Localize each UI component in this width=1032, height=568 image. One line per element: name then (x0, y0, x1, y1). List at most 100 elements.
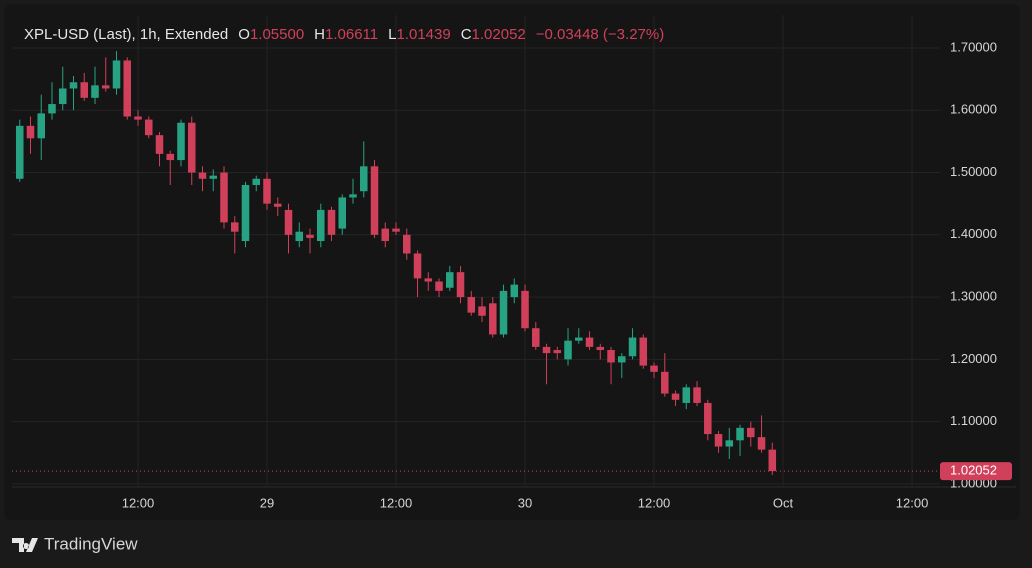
candle-body (650, 365, 658, 372)
candle-body (768, 449, 777, 472)
candle-body (134, 116, 142, 120)
candle-body (15, 125, 24, 179)
candle-body (435, 281, 443, 291)
candle (123, 57, 132, 120)
candle (155, 132, 164, 167)
candle (134, 110, 142, 126)
candle (403, 228, 411, 260)
candle (187, 116, 196, 185)
x-tick-label: 12:00 (122, 495, 155, 510)
x-tick-label: 29 (260, 495, 274, 510)
candle-body (682, 387, 691, 403)
candle-body (628, 337, 637, 357)
y-tick-label: 1.40000 (950, 226, 997, 241)
candle-body (499, 290, 508, 335)
change-value: −0.03448 (−3.27%) (536, 26, 664, 43)
candle (693, 381, 701, 407)
y-tick-label: 1.70000 (950, 39, 997, 54)
candle-body (757, 437, 766, 450)
candle (478, 297, 486, 322)
candle (381, 222, 390, 248)
candle (510, 278, 519, 304)
candle-body (69, 82, 78, 89)
candle-body (446, 272, 454, 288)
candle-body (166, 153, 175, 161)
candle (327, 206, 336, 242)
candle-body (381, 228, 390, 242)
candle-body (112, 60, 121, 89)
y-tick-label: 1.10000 (950, 413, 997, 428)
candle (650, 362, 658, 379)
candle-body (456, 272, 465, 298)
open-value: 1.05500 (250, 26, 304, 43)
candle (542, 343, 551, 385)
candle-body (424, 278, 433, 282)
candle (489, 297, 497, 338)
candle-body (392, 228, 400, 232)
candle-body (714, 434, 723, 447)
y-tick-label: 1.20000 (950, 351, 997, 366)
candle-body (725, 440, 734, 447)
candle-body (704, 402, 712, 435)
candle (639, 334, 648, 369)
candle (768, 442, 777, 475)
y-tick-label: 1.30000 (950, 289, 997, 304)
candle-body (101, 85, 110, 89)
candle (69, 76, 78, 111)
candle (349, 178, 357, 204)
candle (284, 203, 293, 254)
open-label: O (238, 26, 250, 43)
candle (295, 222, 304, 248)
candle (177, 119, 185, 167)
candle (80, 72, 89, 101)
candle-body (273, 203, 282, 207)
candle (306, 228, 314, 254)
x-tick-label: 30 (518, 495, 532, 510)
candle (112, 51, 121, 95)
candle (618, 353, 626, 379)
candle (564, 328, 572, 366)
candle-body (123, 60, 132, 117)
candle (144, 116, 153, 139)
last-price-label: 1.02052 (950, 463, 997, 478)
candle (166, 150, 175, 185)
candle-body (467, 297, 476, 313)
candle-body (284, 209, 293, 235)
low-value: 1.01439 (396, 26, 450, 43)
candle-body (263, 178, 271, 204)
candle-body (338, 197, 347, 229)
candle (370, 160, 379, 238)
candle (607, 346, 615, 385)
watermark: TradingView (12, 534, 138, 553)
candle (252, 175, 261, 192)
candle (704, 399, 712, 441)
candle-body (58, 88, 67, 105)
candle (338, 194, 347, 235)
candle-body (671, 393, 680, 400)
candle (58, 66, 67, 111)
candle (241, 181, 250, 248)
candle-body (91, 85, 99, 98)
x-tick-label: Oct (773, 495, 794, 510)
candle (725, 427, 734, 459)
candle-body (564, 340, 572, 360)
candle-body (553, 350, 562, 354)
y-tick-label: 1.50000 (950, 164, 997, 179)
grid (12, 15, 940, 487)
candle-body (693, 387, 701, 403)
candle (553, 346, 562, 360)
candle (360, 141, 368, 198)
candle-body (510, 284, 519, 298)
candle (596, 343, 605, 360)
candle-body (607, 350, 615, 363)
candle-body (661, 371, 669, 394)
candle-body (370, 166, 379, 235)
candle-body (521, 290, 529, 329)
candle-body (403, 234, 411, 254)
candle (230, 216, 239, 254)
candle (91, 66, 99, 105)
symbol: XPL-USD (Last), 1h, Extended (24, 26, 228, 43)
candle-body (220, 172, 228, 223)
candle-body (295, 231, 304, 242)
